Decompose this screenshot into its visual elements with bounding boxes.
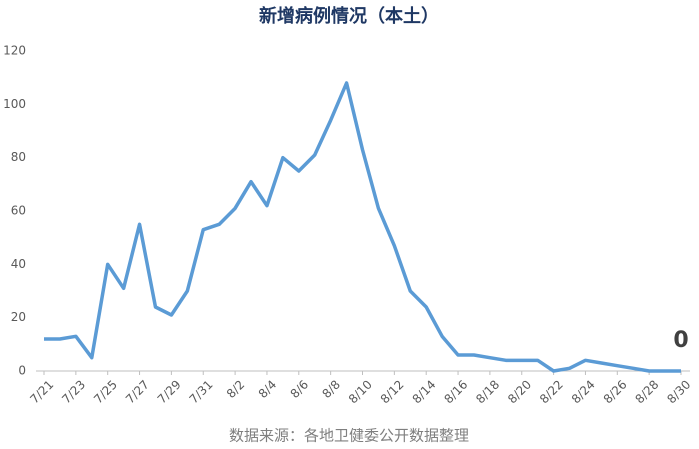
x-tick-label: 8/6 (288, 377, 312, 401)
y-tick-label: 20 (11, 310, 26, 324)
x-tick-label: 8/28 (633, 377, 662, 406)
y-tick-label: 100 (3, 97, 26, 111)
x-tick-label: 8/4 (256, 377, 280, 401)
x-tick-label: 8/24 (569, 377, 598, 406)
y-tick-label: 40 (11, 257, 26, 271)
line (44, 81, 681, 373)
chart-title: 新增病例情况（本土） (259, 5, 439, 27)
x-tick-label: 8/20 (505, 377, 534, 406)
x-tick-label: 8/8 (319, 377, 343, 401)
source-note: 数据来源：各地卫健委公开数据整理 (229, 427, 469, 445)
x-tick-label: 7/29 (155, 377, 184, 406)
x-tick-label: 8/18 (473, 377, 502, 406)
x-tick-label: 8/2 (224, 377, 248, 401)
x-tick-label: 8/16 (441, 377, 470, 406)
x-tick-label: 8/12 (378, 377, 407, 406)
x-tick-label: 7/23 (59, 377, 88, 406)
y-tick-label: 0 (18, 364, 26, 378)
x-tick-label: 7/27 (123, 377, 152, 406)
x-tick-label: 7/21 (27, 377, 56, 406)
x-tick-label: 7/25 (91, 377, 120, 406)
x-tick-label: 7/31 (187, 377, 216, 406)
x-tick-label: 8/26 (601, 377, 630, 406)
y-tick-label: 80 (11, 150, 26, 164)
y-tick-label: 60 (11, 204, 26, 218)
x-tick-label: 8/14 (410, 377, 439, 406)
y-tick-label: 120 (3, 44, 26, 58)
x-tick-label: 8/30 (664, 377, 693, 406)
x-tick-label: 8/10 (346, 377, 375, 406)
data-label: 0 (673, 328, 688, 353)
x-tick-label: 8/22 (537, 377, 566, 406)
